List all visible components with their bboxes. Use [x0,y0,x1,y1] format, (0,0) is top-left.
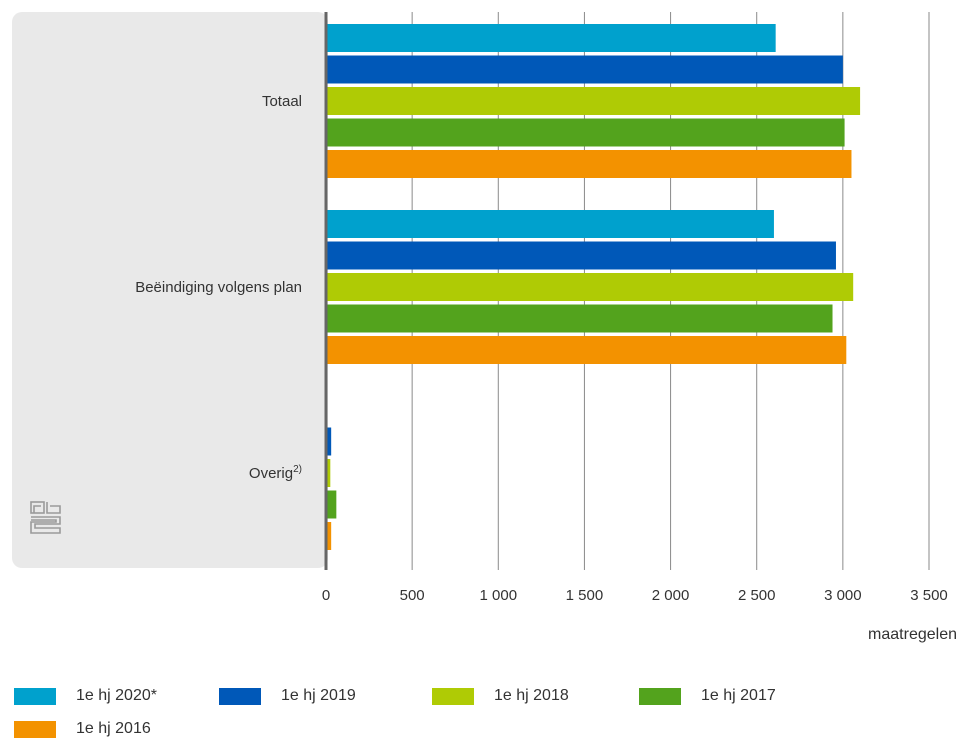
legend-item: 1e hj 2017 [639,687,776,705]
legend-item: 1e hj 2018 [432,687,569,705]
legend-label: 1e hj 2016 [76,720,151,737]
chart: 0 500 1 000 1 500 2 000 2 500 3 000 3 500 Totaa… [12,12,957,643]
bar [326,459,331,487]
bar [326,490,337,519]
x-axis-unit-label: maatregelen [868,626,957,643]
legend-label: 1e hj 2018 [494,687,569,704]
legend-swatch [639,687,681,705]
cbs-logo [30,501,61,534]
category-label: Totaal [262,93,302,110]
legend-label: 1e hj 2019 [281,687,356,704]
bar [326,24,776,52]
x-tick-label: 1 500 [566,587,604,604]
legend-item: 1e hj 2019 [219,687,356,705]
x-tick-label: 2 000 [652,587,690,604]
bar [326,118,845,147]
legend-label: 1e hj 2020* [76,687,157,704]
x-tick-label: 3 000 [824,587,862,604]
bar [326,87,861,115]
bar [326,55,843,84]
bars [326,24,861,550]
bar [326,336,847,364]
legend-swatch [14,720,56,738]
legend-item: 1e hj 2016 [14,720,151,738]
bar [326,210,774,238]
category-label-text: Beëindiging volgens plan [135,279,302,296]
category-label-text: Totaal [262,93,302,110]
bar [326,241,836,270]
legend-item: 1e hj 2020* [14,687,157,705]
x-tick-label: 2 500 [738,587,776,604]
bar [326,427,332,456]
x-tick-label: 0 [322,587,330,604]
x-ticks: 0 500 1 000 1 500 2 000 2 500 3 000 3 500 [322,587,948,604]
legend-label: 1e hj 2017 [701,687,776,704]
category-label: Beëindiging volgens plan [135,279,302,296]
bar [326,522,332,550]
x-tick-label: 3 500 [910,587,948,604]
legend-swatch [432,687,474,705]
category-footnote-marker: 2) [293,464,302,475]
bar [326,273,854,301]
category-label-text: Overig [249,465,293,482]
x-tick-label: 1 000 [480,587,518,604]
x-tick-label: 500 [400,587,425,604]
legend-swatch [219,687,261,705]
bar [326,150,852,178]
bar [326,304,833,333]
category-labels: Totaal Beëindiging volgens plan Overig2) [135,93,302,482]
category-panel [12,12,328,568]
category-label: Overig2) [249,464,302,482]
legend-swatch [14,687,56,705]
